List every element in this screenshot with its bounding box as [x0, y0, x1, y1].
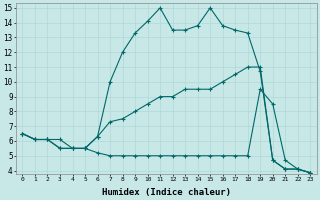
X-axis label: Humidex (Indice chaleur): Humidex (Indice chaleur): [102, 188, 231, 197]
